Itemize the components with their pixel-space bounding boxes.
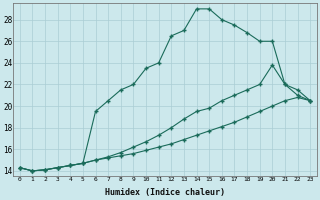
X-axis label: Humidex (Indice chaleur): Humidex (Indice chaleur) xyxy=(105,188,225,197)
